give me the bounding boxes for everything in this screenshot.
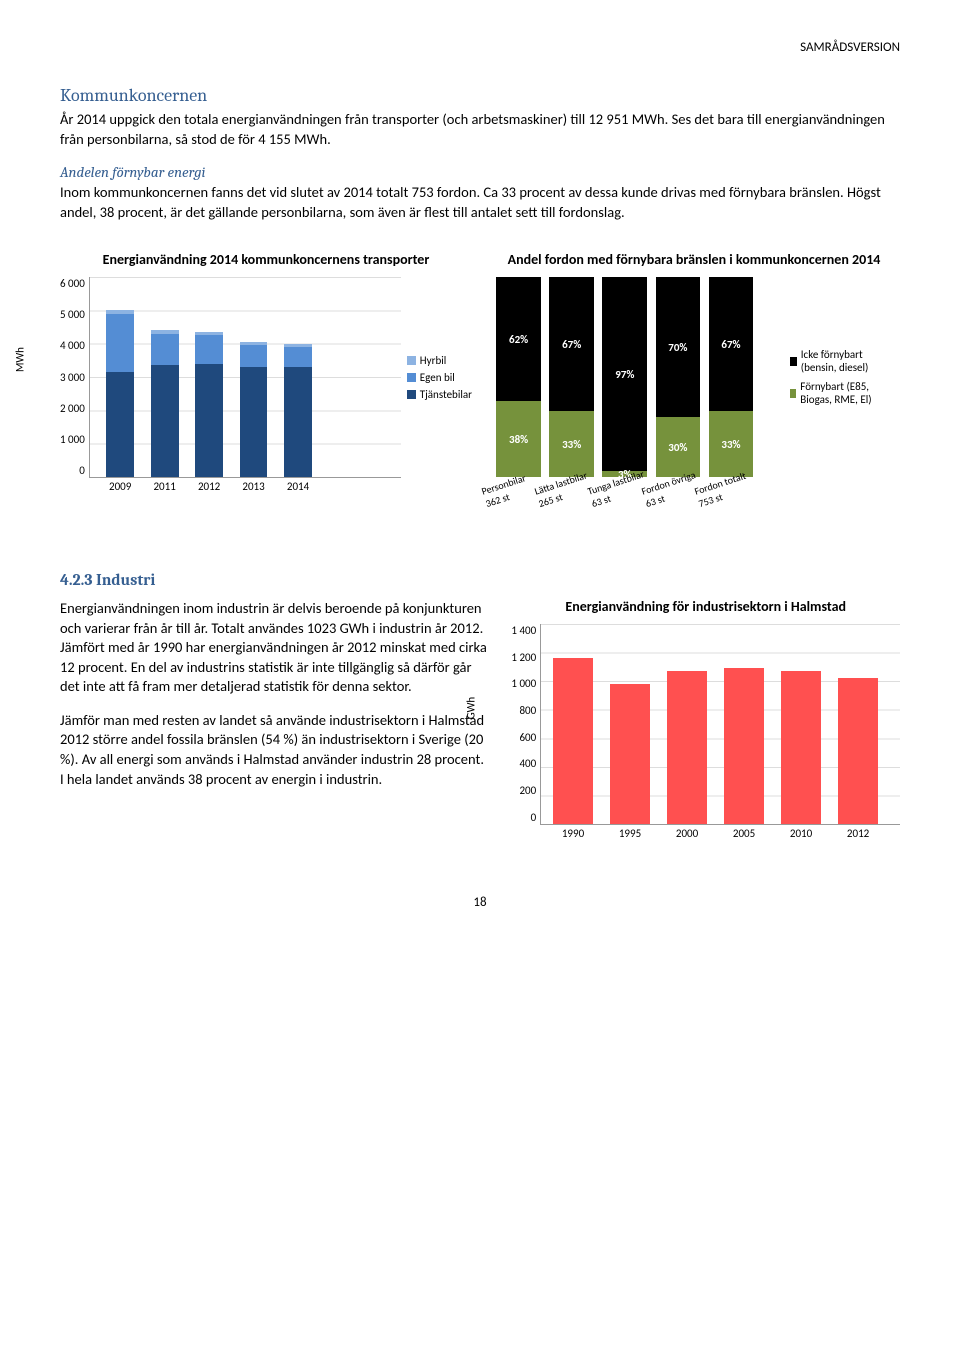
chart1-y-axis: 6 0005 0004 0003 0002 0001 0000	[60, 277, 89, 477]
chart2-legend: Icke förnybart (bensin, diesel)Förnybart…	[790, 277, 900, 477]
paragraph: År 2014 uppgick den totala energianvändn…	[60, 110, 900, 149]
chart3-y-axis: 1 4001 2001 0008006004002000	[511, 624, 540, 824]
document-page: SAMRÅDSVERSION Kommunkoncernen År 2014 u…	[0, 0, 960, 930]
energy-mwh-chart: Energianvändning 2014 kommunkoncernens t…	[60, 252, 472, 511]
chart3-plot-area: 199019952000200520102012	[540, 624, 900, 825]
section-title-kommunkoncernen: Kommunkoncernen	[60, 85, 900, 106]
subheading-fornybar: Andelen förnybar energi	[60, 163, 900, 181]
industry-row: Energianvändningen inom industrin är del…	[60, 599, 900, 845]
chart2-title: Andel fordon med förnybara bränslen i ko…	[488, 252, 900, 269]
page-number: 18	[60, 895, 900, 910]
charts-row: Energianvändning 2014 kommunkoncernens t…	[60, 252, 900, 511]
renewable-share-chart: Andel fordon med förnybara bränslen i ko…	[488, 252, 900, 511]
chart2-plot-area: 62%38%Personbilar 362 st67%33%Lätta last…	[488, 277, 784, 477]
paragraph: Inom kommunkoncernen fanns det vid slute…	[60, 183, 900, 222]
chart3-y-label: GWh	[465, 697, 478, 719]
chart3-title: Energianvändning för industrisektorn i H…	[511, 599, 900, 616]
industry-chart: Energianvändning för industrisektorn i H…	[511, 599, 900, 845]
paragraph: Jämför man med resten av landet så använ…	[60, 711, 487, 789]
section-title-industri: 4.2.3 Industri	[60, 571, 900, 589]
chart1-plot-area: 20092011201220132014	[89, 277, 401, 478]
chart1-y-label: MWh	[14, 347, 27, 372]
chart1-legend: HyrbilEgen bilTjänstebilar	[407, 277, 472, 478]
industry-text-column: Energianvändningen inom industrin är del…	[60, 599, 487, 845]
doc-header: SAMRÅDSVERSION	[60, 40, 900, 55]
paragraph: Energianvändningen inom industrin är del…	[60, 599, 487, 697]
chart1-title: Energianvändning 2014 kommunkoncernens t…	[60, 252, 472, 269]
